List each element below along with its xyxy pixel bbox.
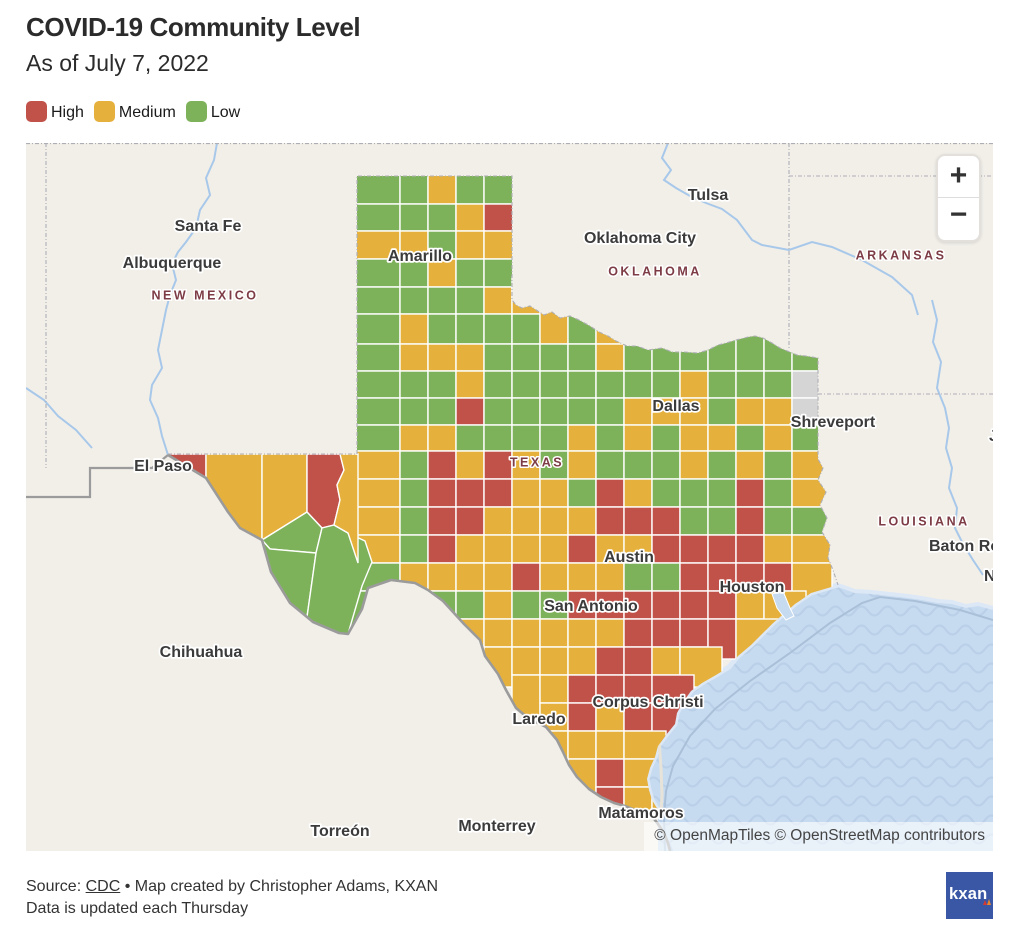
svg-text:Chihuahua: Chihuahua <box>160 644 243 661</box>
svg-text:ARKANSAS: ARKANSAS <box>856 248 947 262</box>
svg-text:Austin: Austin <box>604 549 654 566</box>
svg-text:San Antonio: San Antonio <box>544 598 638 615</box>
svg-text:NEW MEXICO: NEW MEXICO <box>152 288 259 302</box>
svg-text:Oklahoma City: Oklahoma City <box>584 230 696 247</box>
svg-text:Houston: Houston <box>720 579 785 596</box>
svg-text:Monterrey: Monterrey <box>458 818 535 835</box>
svg-text:Tulsa: Tulsa <box>688 187 729 204</box>
svg-text:Matamoros: Matamoros <box>598 805 683 822</box>
svg-text:Torreón: Torreón <box>310 823 369 840</box>
svg-text:Corpus Christi: Corpus Christi <box>592 694 703 711</box>
svg-text:El Paso: El Paso <box>134 458 192 475</box>
svg-text:Laredo: Laredo <box>512 711 566 728</box>
svg-text:Albuquerque: Albuquerque <box>123 255 222 272</box>
svg-text:OKLAHOMA: OKLAHOMA <box>608 264 702 278</box>
svg-text:Jackson: Jackson <box>989 428 993 445</box>
svg-text:Dallas: Dallas <box>652 398 699 415</box>
svg-text:Shreveport: Shreveport <box>791 414 876 431</box>
svg-text:Baton Rouge: Baton Rouge <box>929 538 993 555</box>
svg-text:Santa Fe: Santa Fe <box>175 218 242 235</box>
svg-text:Amarillo: Amarillo <box>388 248 452 265</box>
svg-text:TEXAS: TEXAS <box>510 455 564 469</box>
svg-text:New Orleans: New Orleans <box>984 568 993 585</box>
svg-text:LOUISIANA: LOUISIANA <box>878 514 969 528</box>
